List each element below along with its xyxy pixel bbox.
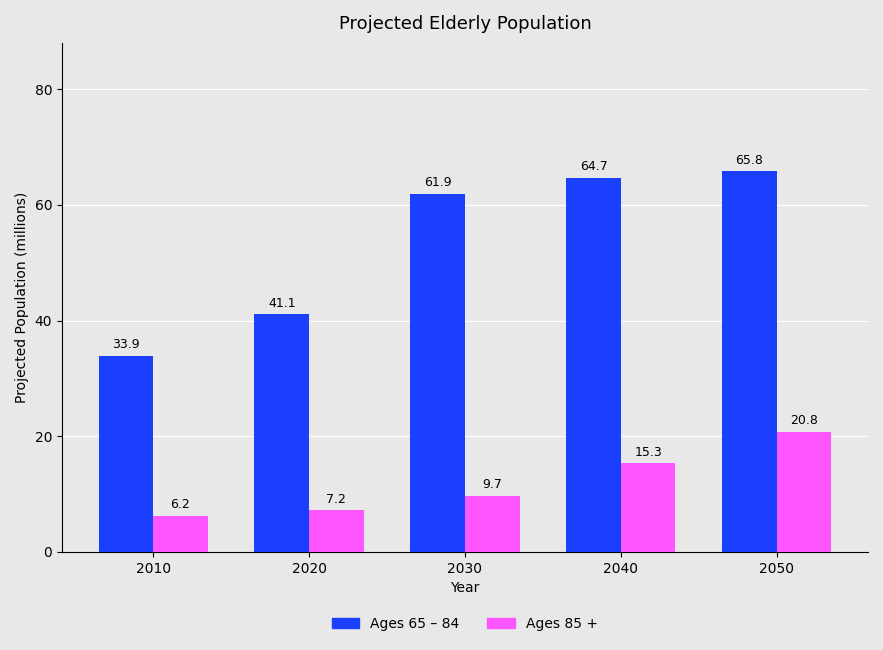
Bar xyxy=(621,463,675,552)
Text: 61.9: 61.9 xyxy=(424,176,451,189)
Bar xyxy=(309,510,364,552)
Bar xyxy=(465,496,519,552)
Text: 41.1: 41.1 xyxy=(268,296,296,309)
Text: 7.2: 7.2 xyxy=(327,493,346,506)
Text: 64.7: 64.7 xyxy=(580,160,608,173)
Bar xyxy=(153,516,208,552)
Text: 65.8: 65.8 xyxy=(736,153,764,166)
Text: 33.9: 33.9 xyxy=(112,338,140,351)
Text: 6.2: 6.2 xyxy=(170,499,190,512)
X-axis label: Year: Year xyxy=(450,581,479,595)
Bar xyxy=(777,432,832,552)
Title: Projected Elderly Population: Projected Elderly Population xyxy=(338,15,592,33)
Legend: Ages 65 – 84, Ages 85 +: Ages 65 – 84, Ages 85 + xyxy=(326,612,604,636)
Bar xyxy=(99,356,153,552)
Text: 15.3: 15.3 xyxy=(634,446,662,459)
Bar xyxy=(254,314,309,552)
Bar xyxy=(722,172,777,552)
Y-axis label: Projected Population (millions): Projected Population (millions) xyxy=(15,192,29,403)
Text: 9.7: 9.7 xyxy=(482,478,502,491)
Bar xyxy=(411,194,465,552)
Text: 20.8: 20.8 xyxy=(790,414,818,427)
Bar xyxy=(566,177,621,552)
